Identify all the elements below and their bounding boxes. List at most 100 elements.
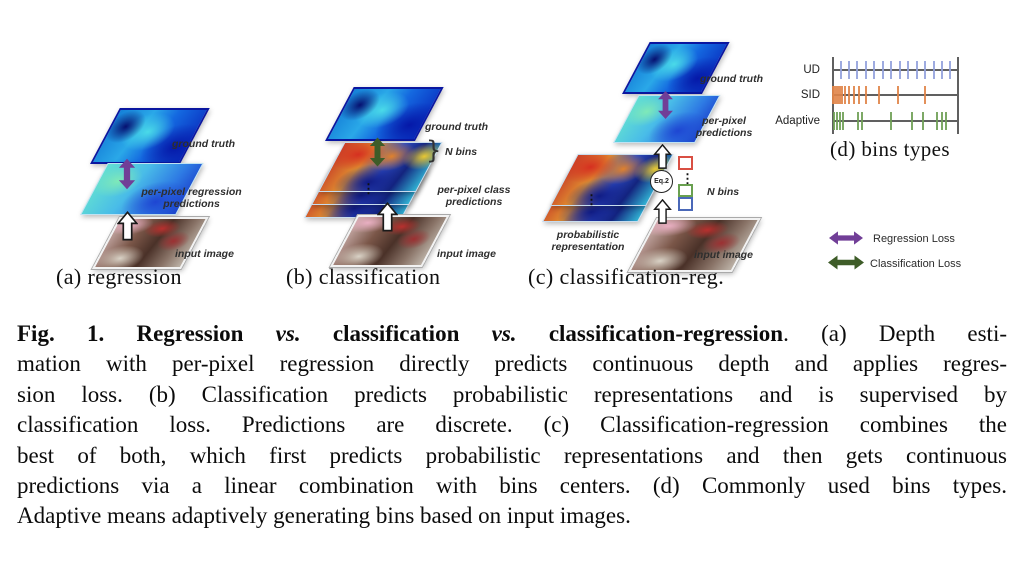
panel-b-n-bins-label: N bins bbox=[445, 146, 478, 158]
panel-c-bin-square-red bbox=[678, 156, 693, 170]
bin-tick bbox=[865, 86, 868, 104]
caption-line: Fig. 1. Regression vs. classification vs… bbox=[17, 319, 1007, 349]
bin-tick bbox=[898, 61, 901, 79]
legend-regression-loss-arrow-icon bbox=[829, 231, 863, 245]
bin-tick bbox=[881, 61, 884, 79]
bin-tick bbox=[945, 112, 948, 130]
legend-regression-loss-label: Regression Loss bbox=[873, 233, 955, 245]
bin-tick bbox=[864, 61, 867, 79]
bin-tick bbox=[932, 61, 935, 79]
panel-a-up-arrow-icon bbox=[117, 211, 138, 241]
panel-c-input-label: input image bbox=[694, 249, 753, 261]
bin-tick bbox=[907, 61, 910, 79]
panel-b-prediction-label-line2: predictions bbox=[445, 195, 503, 208]
caption-line: Adaptive means adaptively generating bin… bbox=[17, 501, 1007, 531]
panel-a-input-label: input image bbox=[175, 248, 234, 260]
axis-end-tick bbox=[957, 108, 959, 134]
axis-line bbox=[832, 69, 959, 71]
bin-tick bbox=[924, 61, 927, 79]
panel-c-probabilistic-label: probabilistic representation bbox=[528, 229, 648, 253]
panel-c-caption: (c) classification-reg. bbox=[528, 264, 725, 289]
panel-c-eq2-node: Eq.2 bbox=[650, 170, 673, 193]
panel-c-eq2-label: Eq.2 bbox=[654, 178, 669, 185]
panel-b-caption: (b) classification bbox=[286, 264, 441, 289]
bin-tick bbox=[890, 112, 893, 130]
panel-a-ground-truth-depth-image bbox=[90, 108, 210, 164]
panel-c-prediction-label: per-pixel predictions bbox=[692, 115, 756, 139]
panel-b-bins-brace: } bbox=[426, 135, 442, 165]
panel-a-prediction-label-line2: predictions bbox=[163, 197, 220, 210]
bin-tick bbox=[848, 86, 851, 104]
bin-tick bbox=[836, 86, 839, 104]
bin-tick bbox=[873, 61, 876, 79]
caption-segment: predictions via a linear combination wit… bbox=[17, 473, 1007, 499]
legend-classification-loss-label: Classification Loss bbox=[870, 258, 962, 270]
panel-d-caption: (d) bins types bbox=[830, 137, 950, 161]
bins-row-sid-axis bbox=[832, 81, 959, 109]
panel-c-prediction-label-line2: predictions bbox=[695, 126, 753, 139]
panel-b-up-arrow-icon bbox=[377, 202, 398, 232]
panel-c-ground-truth-depth-image bbox=[622, 42, 730, 94]
axis-end-tick bbox=[957, 57, 959, 83]
bin-tick bbox=[940, 112, 943, 130]
panel-c-up-arrow-bottom-icon bbox=[653, 199, 672, 224]
bins-row-ud-axis bbox=[832, 56, 959, 84]
panel-b-prediction-label: per-pixel class predictions bbox=[418, 184, 530, 208]
figure-1-diagram: ground truth per-pixel regression predic… bbox=[56, 42, 1024, 289]
panel-a-prediction-label-line1: per-pixel regression bbox=[141, 186, 242, 198]
panel-b-stack-ellipsis: ⋮ bbox=[362, 181, 375, 196]
bin-tick bbox=[841, 86, 844, 104]
caption-segment: best of both, which first predicts proba… bbox=[17, 442, 1007, 468]
bin-tick bbox=[857, 112, 860, 130]
bins-row-adaptive-axis bbox=[832, 107, 959, 135]
bin-tick bbox=[877, 86, 880, 104]
caption-line: best of both, which first predicts proba… bbox=[17, 441, 1007, 471]
caption-segment: classification bbox=[300, 321, 492, 346]
bin-tick bbox=[921, 112, 924, 130]
bins-row-sid: SID bbox=[760, 81, 1024, 109]
panel-a-input-image bbox=[92, 217, 209, 269]
bin-tick bbox=[838, 86, 841, 104]
bin-tick bbox=[858, 86, 861, 104]
axis-line bbox=[832, 94, 959, 96]
caption-segment: . (a) Depth esti- bbox=[783, 321, 1007, 346]
panel-c-n-bins-label: N bins bbox=[707, 186, 740, 198]
bin-tick bbox=[890, 61, 893, 79]
bin-tick bbox=[842, 112, 845, 130]
bin-tick bbox=[949, 61, 952, 79]
panel-c-bin-square-green bbox=[678, 184, 693, 197]
panel-b-input-label: input image bbox=[437, 248, 496, 260]
panel-c-ground-truth-label: ground truth bbox=[700, 73, 763, 85]
bin-tick bbox=[833, 86, 836, 104]
bin-tick bbox=[915, 61, 918, 79]
bin-tick bbox=[861, 112, 864, 130]
bins-row-ud-label: UD bbox=[803, 64, 820, 76]
caption-segment: vs. bbox=[275, 321, 301, 346]
caption-line: classification loss. Predictions are dis… bbox=[17, 410, 1007, 440]
caption-line: mation with per-pixel regression directl… bbox=[17, 349, 1007, 379]
panel-b-prediction-label-line1: per-pixel class bbox=[437, 184, 511, 196]
bin-tick bbox=[839, 112, 842, 130]
panel-c-probabilistic-label-line1: probabilistic bbox=[556, 229, 620, 241]
panel-c-bins-ellipsis: ⋮ bbox=[681, 171, 694, 186]
caption-segment: Fig. 1. Regression bbox=[17, 321, 276, 346]
panel-a-caption: (a) regression bbox=[56, 264, 182, 289]
panel-c-stack-ellipsis: ⋮ bbox=[585, 192, 598, 207]
panel-a-prediction-label: per-pixel regression predictions bbox=[138, 186, 245, 210]
bin-tick bbox=[836, 112, 839, 130]
regression-loss-arrow-icon bbox=[118, 158, 136, 190]
legend-classification-loss-arrow-icon bbox=[828, 255, 864, 270]
panel-a-ground-truth-label: ground truth bbox=[172, 138, 235, 150]
bin-tick bbox=[936, 112, 939, 130]
bin-tick bbox=[832, 112, 835, 130]
bin-tick bbox=[834, 86, 837, 104]
panel-c-bin-square-blue bbox=[678, 197, 693, 211]
bin-tick bbox=[847, 61, 850, 79]
axis-end-tick bbox=[957, 82, 959, 108]
bin-tick bbox=[844, 86, 847, 104]
axis-end-tick bbox=[832, 57, 834, 83]
bin-tick bbox=[852, 86, 855, 104]
panel-c-prediction-label-line1: per-pixel bbox=[702, 115, 746, 127]
caption-line: predictions via a linear combination wit… bbox=[17, 471, 1007, 501]
caption-segment: sion loss. (b) Classification predicts p… bbox=[17, 381, 1007, 407]
